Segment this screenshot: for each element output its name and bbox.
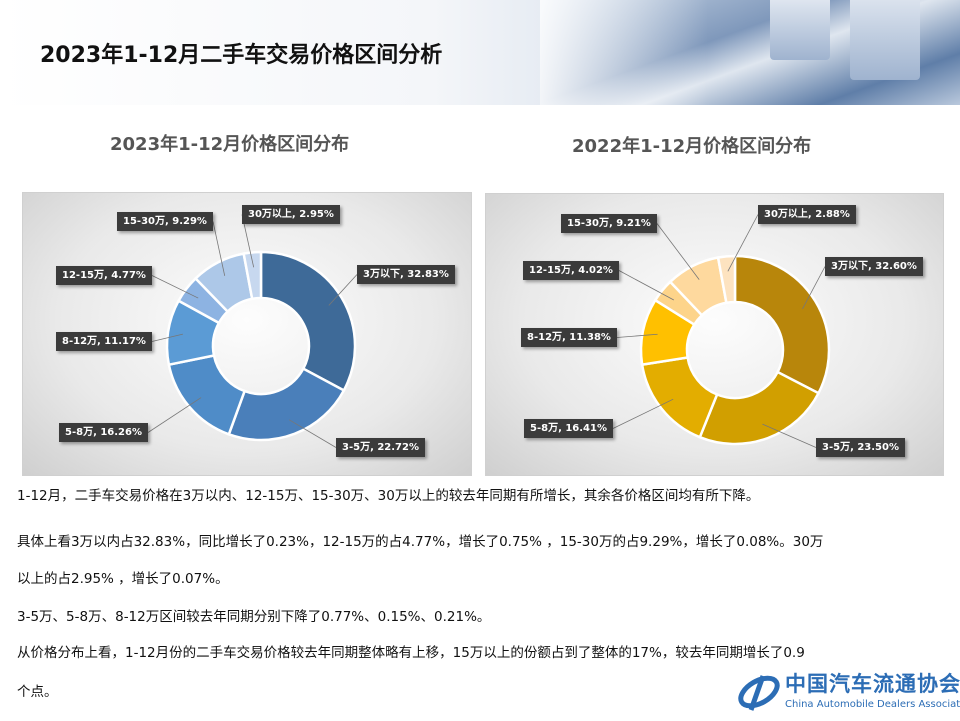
leader-line-8-12w xyxy=(616,333,658,338)
leader-line-3-5w xyxy=(762,423,817,448)
data-label-3-5w: 3-5万, 22.72% xyxy=(336,438,425,457)
slice-3-5w xyxy=(227,366,346,442)
paragraph-2a: 具体上看3万以内占32.83%，同比增长了0.23%，12-15万的占4.77%… xyxy=(17,534,824,550)
leader-line-12-15w xyxy=(151,275,199,299)
cada-logo: 中国汽车流通协会 China Automobile Dealers Associ… xyxy=(733,672,960,717)
leader-line-3-5w xyxy=(288,419,337,448)
leader-line-5-8w xyxy=(612,398,674,429)
page-title: 2023年1-12月二手车交易价格区间分析 xyxy=(40,43,443,68)
data-label-over-30w: 30万以上, 2.88% xyxy=(758,205,856,224)
paragraph-4b: 个点。 xyxy=(17,684,58,700)
data-label-5-8w: 5-8万, 16.26% xyxy=(59,423,148,442)
data-label-5-8w: 5-8万, 16.41% xyxy=(524,419,613,438)
cada-logo-mark xyxy=(738,675,780,711)
slice-5-8w xyxy=(167,354,247,436)
data-label-under-3w: 3万以下, 32.60% xyxy=(825,257,923,276)
logo-english-name: China Automobile Dealers Association xyxy=(785,699,960,710)
data-label-12-15w: 12-15万, 4.77% xyxy=(56,266,152,285)
slice-3-5w xyxy=(698,370,821,446)
paragraph-3: 3-5万、5-8万、8-12万区间较去年同期分别下降了0.77%、0.15%、0… xyxy=(17,609,491,625)
paragraph-1: 1-12月，二手车交易价格在3万以内、12-15万、15-30万、30万以上的较… xyxy=(17,488,760,504)
paragraph-4a: 从价格分布上看，1-12月份的二手车交易价格较去年同期整体略有上移，15万以上的… xyxy=(17,645,805,661)
header-image xyxy=(540,0,960,105)
header-banner: 2023年1-12月二手车交易价格区间分析 xyxy=(0,0,960,105)
paragraph-2b: 以上的占2.95% ，增长了0.07%。 xyxy=(17,571,229,587)
leader-line-15-30w xyxy=(656,223,700,280)
data-label-15-30w: 15-30万, 9.21% xyxy=(561,214,657,233)
data-label-over-30w: 30万以上, 2.95% xyxy=(242,205,340,224)
slice-over-30w xyxy=(242,250,263,301)
leader-line-under-3w xyxy=(328,274,358,306)
slice-under-3w xyxy=(259,250,357,393)
data-label-12-15w: 12-15万, 4.02% xyxy=(523,261,619,280)
donut-chart-2022: 3万以下, 32.60% 3-5万, 23.50% 5-8万, 16.41% 8-12… xyxy=(485,193,944,476)
slice-under-3w xyxy=(733,254,831,395)
leader-line-over-30w xyxy=(727,214,759,272)
donut-chart-2023: 3万以下, 32.83% 3-5万, 22.72% 5-8万, 16.26% 8-12… xyxy=(22,192,472,476)
data-label-8-12w: 8-12万, 11.17% xyxy=(56,332,152,351)
chart-title-2022: 2022年1-12月价格区间分布 xyxy=(572,136,812,157)
slice-5-8w xyxy=(640,356,719,439)
chart-title-2023: 2023年1-12月价格区间分布 xyxy=(110,134,350,155)
data-label-under-3w: 3万以下, 32.83% xyxy=(357,265,455,284)
data-label-8-12w: 8-12万, 11.38% xyxy=(521,328,617,347)
donut-svg-2022 xyxy=(612,214,831,448)
slice-over-30w xyxy=(716,254,737,305)
leader-line-12-15w xyxy=(618,270,675,301)
leader-line-5-8w xyxy=(147,397,202,433)
data-label-15-30w: 15-30万, 9.29% xyxy=(117,212,213,231)
leader-line-under-3w xyxy=(802,266,826,310)
logo-chinese-name: 中国汽车流通协会 xyxy=(785,671,960,696)
leader-line-8-12w xyxy=(151,333,183,342)
data-label-3-5w: 3-5万, 23.50% xyxy=(816,438,905,457)
leader-line-15-30w xyxy=(212,221,226,276)
